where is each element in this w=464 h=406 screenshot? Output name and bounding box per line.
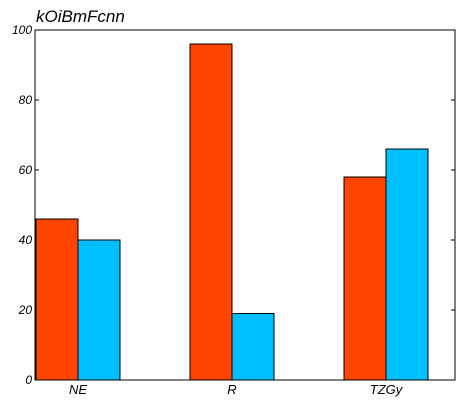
y-tick-label: 80 xyxy=(19,93,33,107)
y-axis: 0 20 40 60 80 100 xyxy=(12,23,455,387)
bar-r-series-2 xyxy=(231,313,275,381)
plot-area-frame xyxy=(34,29,456,381)
bar-r-series-1 xyxy=(189,43,233,381)
x-tick-label: R xyxy=(227,382,236,397)
bar-tzgy-series-1 xyxy=(343,176,387,381)
x-tick-label: TZGy xyxy=(370,382,404,397)
x-tick-label: NE xyxy=(69,382,87,397)
y-tick-label: 40 xyxy=(19,233,33,247)
y-tick-label: 100 xyxy=(12,23,32,37)
y-tick-label: 60 xyxy=(19,163,33,177)
chart-title: kOiBmFcnn xyxy=(36,7,125,26)
y-tick-label: 20 xyxy=(18,303,33,317)
y-tick-label: 0 xyxy=(25,373,32,387)
x-axis: NE R TZGy xyxy=(69,376,404,397)
bar-ne-series-1 xyxy=(35,218,79,381)
bars xyxy=(35,43,429,381)
bar-ne-series-2 xyxy=(77,239,121,381)
bar-tzgy-series-2 xyxy=(385,148,429,381)
